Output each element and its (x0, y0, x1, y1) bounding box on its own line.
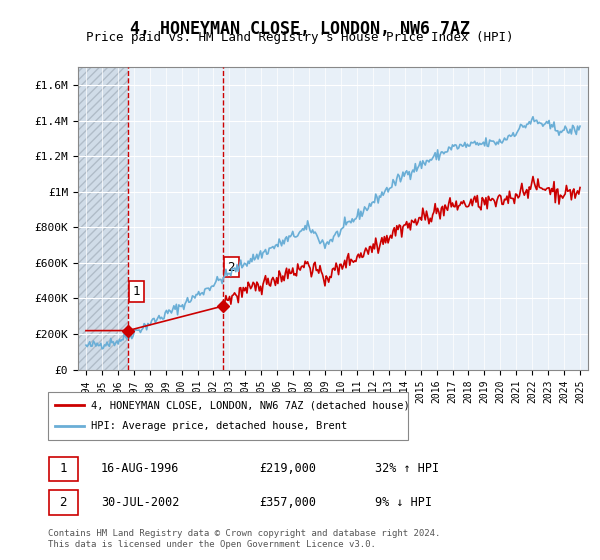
Bar (78, 67, 128, 370)
Text: HPI: Average price, detached house, Brent: HPI: Average price, detached house, Bren… (91, 421, 347, 431)
FancyBboxPatch shape (49, 457, 77, 481)
Text: 2: 2 (227, 260, 235, 273)
Text: 32% ↑ HPI: 32% ↑ HPI (376, 463, 439, 475)
Text: 1: 1 (133, 285, 140, 298)
Text: £219,000: £219,000 (259, 463, 316, 475)
Text: Contains HM Land Registry data © Crown copyright and database right 2024.
This d: Contains HM Land Registry data © Crown c… (48, 529, 440, 549)
Text: 2: 2 (59, 496, 67, 509)
Text: 9% ↓ HPI: 9% ↓ HPI (376, 496, 433, 509)
Text: 4, HONEYMAN CLOSE, LONDON, NW6 7AZ (detached house): 4, HONEYMAN CLOSE, LONDON, NW6 7AZ (deta… (91, 400, 410, 410)
Text: £357,000: £357,000 (259, 496, 316, 509)
Text: 16-AUG-1996: 16-AUG-1996 (101, 463, 179, 475)
Text: 1: 1 (59, 463, 67, 475)
FancyBboxPatch shape (49, 491, 77, 515)
FancyBboxPatch shape (48, 392, 408, 440)
Text: 4, HONEYMAN CLOSE, LONDON, NW6 7AZ: 4, HONEYMAN CLOSE, LONDON, NW6 7AZ (130, 20, 470, 38)
Text: 30-JUL-2002: 30-JUL-2002 (101, 496, 179, 509)
Text: Price paid vs. HM Land Registry's House Price Index (HPI): Price paid vs. HM Land Registry's House … (86, 31, 514, 44)
